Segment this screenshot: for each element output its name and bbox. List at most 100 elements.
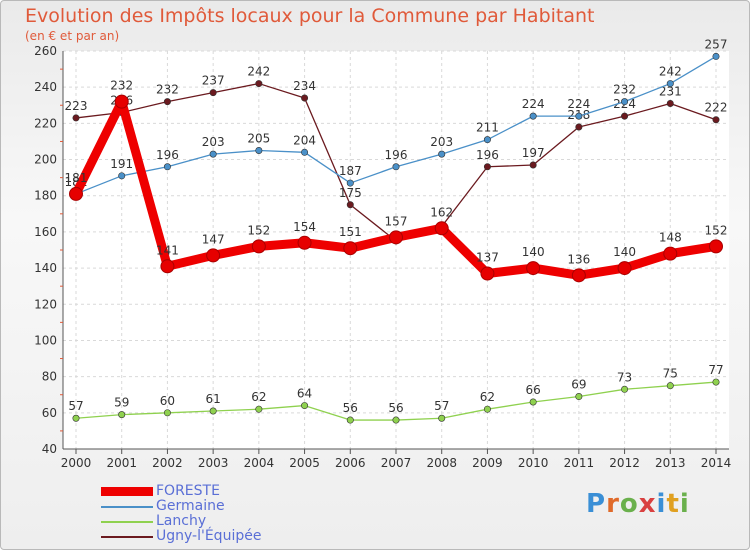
data-label-foreste: 152 (247, 223, 270, 237)
legend-label-ugny: Ugny-l'Équipée (156, 528, 262, 544)
data-label-ugny-l-quip-e: 234 (293, 79, 316, 93)
y-tick-label: 100 (34, 333, 57, 347)
data-label-foreste: 140 (613, 245, 636, 259)
x-tick-label: 2013 (655, 456, 686, 470)
data-point-foreste (206, 248, 221, 263)
data-label-ugny-l-quip-e: 196 (476, 148, 499, 162)
legend-swatch-germaine (101, 506, 153, 508)
data-point-ugny-l-quip-e (666, 99, 674, 107)
data-point-germaine (529, 112, 537, 120)
data-label-foreste: 148 (659, 231, 682, 245)
data-label-foreste: 137 (476, 251, 499, 265)
y-tick-label: 60 (42, 406, 57, 420)
legend-label-germaine: Germaine (156, 498, 225, 514)
data-point-germaine (163, 163, 171, 171)
data-label-lanchy: 69 (571, 378, 586, 392)
legend-label-foreste: FORESTE (156, 483, 220, 499)
data-point-germaine (575, 112, 583, 120)
data-label-germaine: 203 (430, 135, 453, 149)
data-point-lanchy (666, 382, 674, 390)
data-point-foreste (709, 239, 723, 254)
x-tick-label: 2002 (152, 456, 183, 470)
data-point-lanchy (712, 378, 720, 386)
x-tick-label: 2012 (609, 456, 640, 470)
data-label-foreste: 162 (430, 205, 453, 219)
data-point-lanchy (483, 405, 491, 413)
data-point-lanchy (575, 393, 583, 401)
data-label-lanchy: 77 (708, 363, 723, 377)
y-tick-label: 180 (34, 189, 57, 203)
data-label-lanchy: 57 (68, 399, 83, 413)
data-label-lanchy: 62 (251, 390, 266, 404)
data-label-lanchy: 60 (160, 394, 175, 408)
data-label-lanchy: 62 (480, 390, 495, 404)
data-label-foreste: 157 (385, 214, 408, 228)
data-point-ugny-l-quip-e (301, 94, 309, 102)
data-point-lanchy (163, 409, 171, 417)
x-tick-label: 2014 (701, 456, 732, 470)
data-label-germaine: 224 (567, 97, 590, 111)
data-label-germaine: 242 (659, 65, 682, 79)
data-point-ugny-l-quip-e (255, 80, 263, 88)
data-label-germaine: 224 (522, 97, 545, 111)
y-tick-label: 120 (34, 297, 57, 311)
logo-letter: P (586, 489, 607, 519)
legend: FORESTE Germaine Lanchy Ugny-l'Équipée (101, 483, 341, 544)
data-point-ugny-l-quip-e (621, 112, 629, 120)
legend-swatch-lanchy (101, 521, 153, 523)
data-point-foreste (526, 261, 541, 276)
data-point-ugny-l-quip-e (72, 114, 80, 122)
data-label-foreste: 154 (293, 220, 316, 234)
x-tick-label: 2009 (472, 456, 503, 470)
data-label-foreste: 151 (339, 225, 362, 239)
x-tick-label: 2007 (381, 456, 412, 470)
data-point-lanchy (118, 411, 126, 419)
data-point-lanchy (529, 398, 537, 406)
data-point-lanchy (438, 414, 446, 422)
data-point-foreste (571, 268, 586, 283)
data-point-ugny-l-quip-e (483, 163, 491, 171)
data-label-lanchy: 61 (206, 392, 221, 406)
data-label-lanchy: 57 (434, 399, 449, 413)
logo-letter: i (679, 489, 690, 519)
data-label-germaine: 196 (385, 148, 408, 162)
data-label-germaine: 211 (476, 121, 499, 135)
x-tick-label: 2000 (61, 456, 92, 470)
data-label-germaine: 257 (705, 37, 728, 51)
legend-swatch-foreste (101, 487, 153, 496)
data-point-foreste (69, 186, 83, 201)
data-point-foreste (343, 241, 358, 256)
data-label-lanchy: 73 (617, 370, 632, 384)
data-label-germaine: 204 (293, 133, 316, 147)
data-point-lanchy (301, 402, 309, 410)
data-point-lanchy (209, 407, 217, 415)
x-tick-label: 2011 (564, 456, 595, 470)
data-label-lanchy: 56 (388, 401, 403, 415)
y-tick-label: 240 (34, 80, 57, 94)
data-label-lanchy: 66 (526, 383, 541, 397)
x-tick-label: 2005 (289, 456, 320, 470)
legend-swatch-ugny (101, 536, 153, 538)
y-tick-label: 260 (34, 44, 57, 58)
data-label-foreste: 152 (705, 223, 728, 237)
data-label-ugny-l-quip-e: 175 (339, 186, 362, 200)
data-point-germaine (301, 148, 309, 156)
data-label-germaine: 196 (156, 148, 179, 162)
data-point-foreste (297, 235, 312, 250)
x-tick-label: 2004 (244, 456, 275, 470)
legend-item-germaine: Germaine (101, 498, 341, 514)
data-label-germaine: 203 (202, 135, 225, 149)
data-label-ugny-l-quip-e: 223 (65, 99, 88, 113)
x-tick-label: 2008 (426, 456, 457, 470)
data-point-ugny-l-quip-e (346, 201, 354, 209)
data-label-ugny-l-quip-e: 237 (202, 74, 225, 88)
logo-letter: x (638, 489, 657, 519)
data-point-ugny-l-quip-e (163, 98, 171, 106)
data-point-ugny-l-quip-e (529, 161, 537, 169)
data-label-foreste: 181 (65, 171, 88, 185)
data-label-foreste: 147 (202, 232, 225, 246)
data-point-lanchy (621, 385, 629, 393)
data-point-germaine (483, 136, 491, 144)
data-label-ugny-l-quip-e: 222 (705, 101, 728, 115)
